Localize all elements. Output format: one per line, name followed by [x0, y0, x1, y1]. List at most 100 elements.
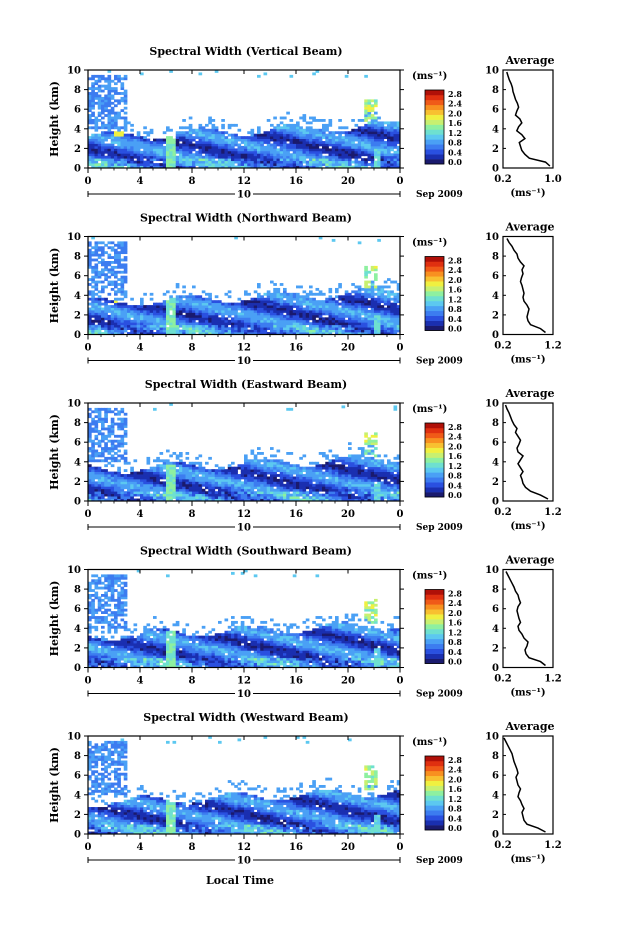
heatmap-cell [390, 310, 394, 313]
heatmap-cell [309, 293, 313, 296]
heatmap-cell [374, 320, 378, 323]
heatmap-cell [202, 161, 206, 164]
heatmap-cell [290, 298, 294, 301]
heatmap-cell [114, 119, 118, 122]
heatmap-cell [234, 144, 238, 147]
heatmap-cell [270, 144, 274, 147]
heatmap-cell [260, 161, 264, 164]
heatmap-cell [325, 491, 329, 494]
heatmap-cell [286, 129, 290, 132]
heatmap-cell [127, 486, 131, 489]
heatmap-cell [140, 153, 144, 156]
heatmap-cell [325, 327, 329, 330]
heatmap-cell [293, 484, 297, 487]
heatmap-cell [225, 303, 229, 306]
heatmap-cell [312, 303, 316, 306]
heatmap-cell [286, 300, 290, 303]
heatmap-cell [390, 290, 394, 293]
heatmap-cell [322, 479, 326, 482]
heatmap-cell [111, 474, 115, 477]
heatmap-cell [179, 472, 183, 475]
heatmap-cell [390, 131, 394, 134]
heatmap-cell [143, 139, 147, 142]
heatmap-cell [345, 151, 349, 154]
heatmap-cell [254, 472, 258, 475]
heatmap-cell [345, 312, 349, 315]
heatmap-cell [309, 129, 313, 132]
heatmap-cell [335, 474, 339, 477]
heatmap-cell [273, 320, 277, 323]
heatmap-cell [108, 305, 112, 308]
heatmap-cell [325, 129, 329, 132]
heatmap-cell [270, 305, 274, 308]
heatmap-cell [312, 144, 316, 147]
heatmap-cell [127, 322, 131, 325]
heatmap-cell [280, 139, 284, 142]
heatmap-cell [225, 327, 229, 330]
heatmap-cell [319, 479, 323, 482]
heatmap-cell [306, 134, 310, 137]
heatmap-cell [299, 486, 303, 489]
heatmap-cell [195, 327, 199, 330]
heatmap-cell [199, 486, 203, 489]
heatmap-cell [228, 489, 232, 492]
heatmap-cell [212, 148, 216, 151]
heatmap-cell [293, 139, 297, 142]
heatmap-cell [121, 244, 125, 247]
heatmap-cell [101, 312, 105, 315]
heatmap-cell [208, 148, 212, 151]
heatmap-cell [202, 312, 206, 315]
heatmap-cell [319, 129, 323, 132]
heatmap-cell [117, 325, 121, 328]
heatmap-cell [267, 312, 271, 315]
heatmap-cell [257, 151, 261, 154]
heatmap-cell [186, 146, 190, 149]
heatmap-cell [160, 325, 164, 328]
heatmap-cell [338, 161, 342, 164]
heatmap-cell [221, 146, 225, 149]
heatmap-cell [101, 320, 105, 323]
heatmap-cell [325, 298, 329, 301]
heatmap-cell [348, 139, 352, 142]
heatmap-cell [169, 308, 173, 311]
heatmap-cell [186, 479, 190, 482]
heatmap-cell [91, 450, 95, 453]
heatmap-cell [325, 462, 329, 465]
heatmap-cell [286, 144, 290, 147]
heatmap-cell [306, 121, 310, 124]
heatmap-cell [111, 117, 115, 120]
heatmap-cell [137, 153, 141, 156]
heatmap-cell [231, 330, 235, 333]
heatmap-cell [322, 322, 326, 325]
heatmap-cell [101, 246, 105, 249]
heatmap-cell [228, 161, 232, 164]
heatmap-cell [108, 87, 112, 90]
heatmap-cell [202, 494, 206, 497]
heatmap-cell [150, 298, 154, 301]
heatmap-cell [264, 477, 268, 480]
heatmap-cell [143, 315, 147, 318]
heatmap-cell [374, 315, 378, 318]
heatmap-cell [264, 457, 268, 460]
heatmap-cell [121, 97, 125, 100]
heatmap-cell [325, 494, 329, 497]
heatmap-cell [290, 119, 294, 122]
heatmap-cell [156, 464, 160, 467]
heatmap-cell [91, 410, 95, 413]
heatmap-cell [364, 109, 368, 112]
heatmap-cell [179, 322, 183, 325]
heatmap-cell [221, 317, 225, 320]
heatmap-cell [173, 325, 177, 328]
heatmap-cell [212, 481, 216, 484]
heatmap-cell [270, 298, 274, 301]
heatmap-cell [205, 148, 209, 151]
heatmap-cell [244, 484, 248, 487]
heatmap-cell [228, 486, 232, 489]
heatmap-cell [176, 144, 180, 147]
heatmap-cell [195, 161, 199, 164]
heatmap-cell [257, 452, 261, 455]
heatmap-cell [234, 153, 238, 156]
heatmap-cell [182, 474, 186, 477]
heatmap-cell [130, 330, 134, 333]
heatmap-cell [306, 484, 310, 487]
